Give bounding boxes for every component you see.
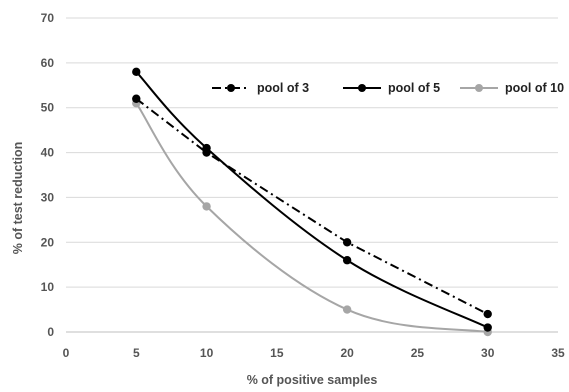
- y-tick-label: 50: [41, 101, 55, 115]
- y-tick-label: 10: [41, 280, 55, 294]
- x-tick-label: 15: [270, 346, 284, 360]
- y-axis-title: % of test reduction: [11, 142, 25, 255]
- y-tick-label: 30: [41, 190, 55, 204]
- x-tick-label: 10: [200, 346, 214, 360]
- series: [132, 67, 492, 337]
- data-point: [342, 256, 352, 265]
- x-tick-label: 5: [133, 346, 140, 360]
- legend-item: pool of 10: [460, 81, 564, 95]
- legend-item: pool of 3: [212, 81, 309, 95]
- x-tick-label: 20: [340, 346, 354, 360]
- data-point: [483, 323, 492, 332]
- x-axis-title: % of positive samples: [247, 373, 378, 387]
- data-point: [483, 309, 492, 319]
- legend-marker: [475, 84, 483, 92]
- legend-marker: [227, 84, 235, 92]
- series-line: [135, 71, 489, 329]
- series-pool-of-10: [132, 99, 492, 337]
- legend-marker: [358, 84, 366, 92]
- grid: [66, 17, 558, 288]
- data-point: [132, 67, 141, 77]
- x-tick-label: 35: [551, 346, 565, 360]
- y-tick-label: 70: [41, 11, 55, 25]
- data-point: [202, 148, 211, 157]
- y-tick-label: 20: [41, 235, 55, 249]
- series-pool-of-3: [132, 94, 492, 319]
- series-pool-of-5: [132, 67, 492, 332]
- axes: 0 10 20 30 40 50 60 70 0 5 10 15 20 25 30 35: [41, 11, 565, 360]
- data-point: [342, 238, 352, 247]
- data-point: [202, 202, 211, 211]
- data-point: [132, 94, 141, 103]
- x-tick-label: 25: [411, 346, 425, 360]
- series-line: [135, 97, 489, 315]
- y-tick-label: 0: [47, 325, 54, 339]
- legend-label: pool of 10: [505, 81, 564, 95]
- data-point: [342, 305, 352, 314]
- x-tick-label: 0: [63, 346, 70, 360]
- y-tick-label: 40: [41, 146, 55, 160]
- legend-item: pool of 5: [343, 81, 440, 95]
- legend: pool of 3 pool of 5 pool of 10: [212, 81, 564, 95]
- x-tick-label: 30: [481, 346, 495, 360]
- series-line: [135, 102, 488, 333]
- legend-label: pool of 5: [388, 81, 440, 95]
- y-tick-label: 60: [41, 56, 55, 70]
- legend-label: pool of 3: [257, 81, 309, 95]
